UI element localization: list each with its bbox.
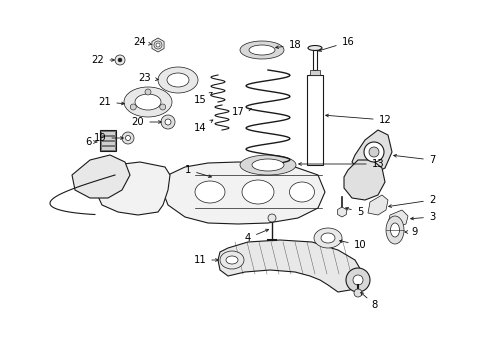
FancyBboxPatch shape bbox=[101, 131, 115, 135]
Text: 3: 3 bbox=[410, 212, 434, 222]
Polygon shape bbox=[351, 130, 391, 175]
Text: 10: 10 bbox=[339, 240, 366, 250]
Circle shape bbox=[267, 214, 275, 222]
Polygon shape bbox=[218, 240, 361, 292]
Text: 2: 2 bbox=[388, 195, 434, 207]
Text: 11: 11 bbox=[193, 255, 218, 265]
Text: 1: 1 bbox=[184, 165, 211, 177]
Ellipse shape bbox=[251, 159, 284, 171]
Ellipse shape bbox=[240, 41, 284, 59]
Ellipse shape bbox=[307, 45, 321, 50]
Ellipse shape bbox=[124, 87, 172, 117]
Ellipse shape bbox=[289, 182, 314, 202]
Text: 6: 6 bbox=[84, 137, 97, 147]
Circle shape bbox=[122, 132, 134, 144]
Polygon shape bbox=[387, 210, 407, 227]
Circle shape bbox=[156, 43, 160, 47]
Circle shape bbox=[164, 119, 171, 125]
Ellipse shape bbox=[135, 94, 161, 110]
Text: 17: 17 bbox=[231, 107, 251, 117]
Ellipse shape bbox=[385, 216, 403, 244]
FancyBboxPatch shape bbox=[306, 75, 323, 165]
Circle shape bbox=[130, 104, 136, 110]
Circle shape bbox=[160, 104, 165, 110]
Text: 22: 22 bbox=[91, 55, 114, 65]
Ellipse shape bbox=[225, 256, 238, 264]
Polygon shape bbox=[96, 162, 170, 215]
Circle shape bbox=[118, 58, 122, 62]
Text: 9: 9 bbox=[404, 227, 417, 237]
Text: 12: 12 bbox=[325, 114, 390, 125]
Circle shape bbox=[115, 55, 125, 65]
Ellipse shape bbox=[313, 228, 341, 248]
FancyBboxPatch shape bbox=[101, 146, 115, 150]
FancyBboxPatch shape bbox=[101, 141, 115, 145]
Text: 23: 23 bbox=[139, 73, 158, 83]
Circle shape bbox=[353, 289, 361, 297]
FancyBboxPatch shape bbox=[101, 136, 115, 140]
Text: 21: 21 bbox=[99, 97, 124, 107]
Ellipse shape bbox=[220, 251, 244, 269]
Ellipse shape bbox=[158, 67, 198, 93]
Circle shape bbox=[154, 41, 162, 49]
Text: 14: 14 bbox=[193, 120, 212, 133]
Circle shape bbox=[161, 115, 175, 129]
Text: 19: 19 bbox=[93, 133, 123, 143]
Ellipse shape bbox=[195, 181, 224, 203]
Ellipse shape bbox=[167, 73, 189, 87]
Ellipse shape bbox=[240, 155, 295, 175]
Polygon shape bbox=[343, 160, 384, 200]
Text: 18: 18 bbox=[275, 40, 301, 50]
Text: 5: 5 bbox=[345, 207, 363, 217]
Circle shape bbox=[363, 142, 383, 162]
Text: 16: 16 bbox=[318, 37, 354, 51]
Text: 15: 15 bbox=[193, 93, 212, 105]
Ellipse shape bbox=[242, 180, 273, 204]
Polygon shape bbox=[163, 162, 325, 224]
FancyBboxPatch shape bbox=[309, 70, 319, 75]
Text: 7: 7 bbox=[393, 154, 434, 165]
Text: 13: 13 bbox=[298, 159, 384, 169]
Text: 8: 8 bbox=[360, 292, 377, 310]
Text: 4: 4 bbox=[244, 229, 268, 243]
Polygon shape bbox=[367, 195, 387, 215]
Ellipse shape bbox=[390, 223, 399, 237]
Circle shape bbox=[125, 135, 130, 140]
Circle shape bbox=[352, 275, 362, 285]
Text: 24: 24 bbox=[133, 37, 152, 47]
Text: 20: 20 bbox=[131, 117, 161, 127]
Circle shape bbox=[368, 147, 378, 157]
Circle shape bbox=[346, 268, 369, 292]
Polygon shape bbox=[72, 155, 130, 198]
Ellipse shape bbox=[320, 233, 334, 243]
FancyBboxPatch shape bbox=[312, 50, 316, 70]
Ellipse shape bbox=[248, 45, 274, 55]
Circle shape bbox=[145, 89, 151, 95]
